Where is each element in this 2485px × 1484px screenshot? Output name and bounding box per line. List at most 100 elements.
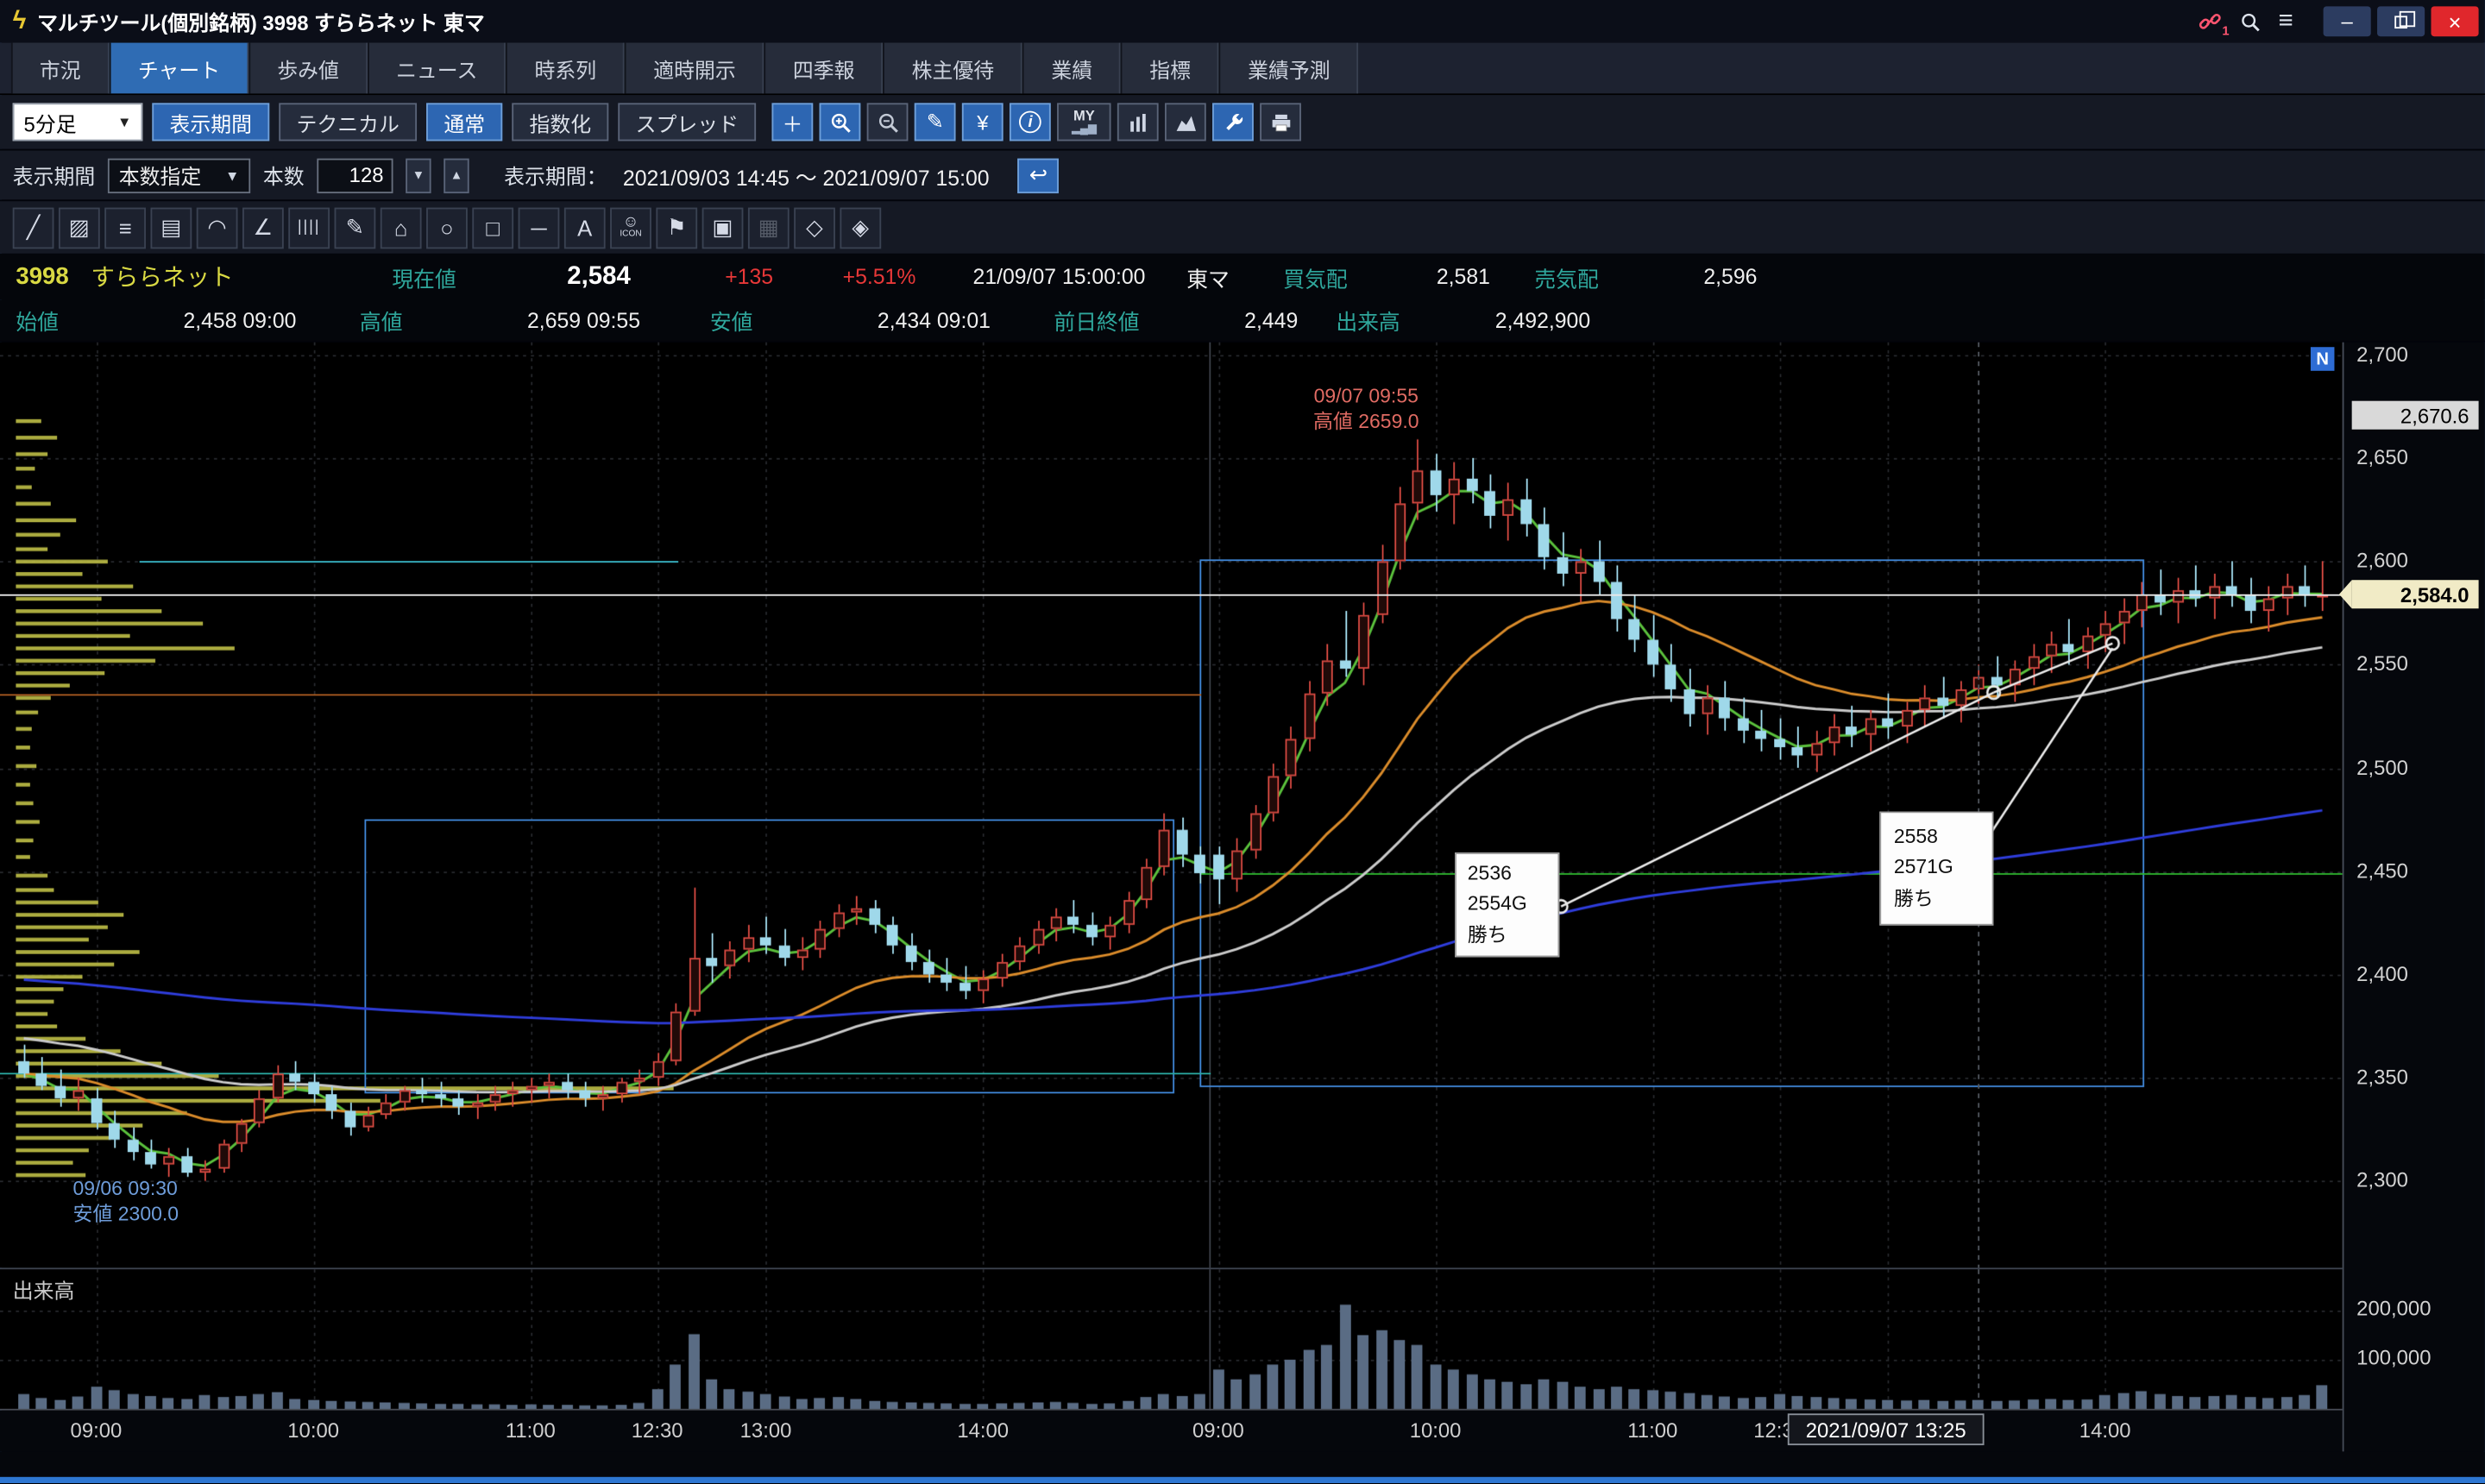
tab-歩み値[interactable]: 歩み値	[248, 42, 368, 94]
bar-chart-icon[interactable]	[1117, 103, 1159, 141]
period-mode-select[interactable]: 本数指定 ▼	[107, 157, 251, 193]
info-icon[interactable]: i	[1010, 103, 1051, 141]
y-axis-label: 2,550	[2356, 651, 2408, 676]
menu-icon[interactable]: ≡	[2278, 7, 2293, 35]
period-label: 表示期間	[12, 165, 96, 189]
news-badge[interactable]: N	[2310, 347, 2335, 371]
draw-pencil-icon[interactable]: ✎	[914, 103, 956, 141]
low-value: 2,434 09:01	[877, 308, 991, 332]
draw-pentagon-icon[interactable]: ⌂	[380, 206, 422, 248]
count-up-button[interactable]: ▲	[444, 157, 469, 193]
zoom-out-icon[interactable]	[866, 103, 909, 141]
draw-trendline-icon[interactable]: ╱	[12, 206, 54, 248]
caret-down-icon: ▼	[117, 114, 132, 130]
add-icon[interactable]: ＋	[771, 103, 814, 141]
stock-code: 3998	[16, 262, 69, 291]
time-label: 14:00	[957, 1418, 1010, 1443]
time-label: 11:00	[1627, 1418, 1678, 1443]
close-button[interactable]: ×	[2431, 6, 2479, 37]
time-label: 12:30	[631, 1418, 683, 1443]
tab-市況[interactable]: 市況	[10, 42, 110, 94]
tab-時系列[interactable]: 時系列	[506, 42, 626, 94]
draw-circle-icon[interactable]: ○	[426, 206, 468, 248]
high-annotation: 09/07 09:55 高値 2659.0	[1312, 385, 1419, 433]
search-icon[interactable]	[2239, 10, 2262, 33]
display-period-button[interactable]: 表示期間	[152, 103, 270, 141]
time-label: 11:00	[505, 1418, 556, 1443]
normal-mode-button[interactable]: 通常	[426, 103, 503, 141]
draw-eraser-icon[interactable]: ◇	[794, 206, 835, 248]
draw-horizontal-segment-icon[interactable]: ─	[518, 206, 560, 248]
bid-label: 買気配	[1283, 267, 1348, 292]
low-label: 安値	[709, 310, 753, 335]
minimize-button[interactable]: –	[2323, 6, 2371, 37]
volume-value: 2,492,900	[1494, 308, 1591, 332]
volume-canvas[interactable]	[0, 1269, 2343, 1412]
price-axis[interactable]: 2,670.6 2,584.0 2,700 2,650 2,600 2,550 2,50…	[2338, 342, 2485, 1452]
settings-wrench-icon[interactable]	[1212, 103, 1254, 141]
indexize-button[interactable]: 指数化	[512, 103, 609, 141]
count-down-button[interactable]: ▼	[406, 157, 431, 193]
ask-label: 売気配	[1534, 267, 1599, 292]
draw-paste-icon: ▦	[747, 206, 790, 248]
tab-適時開示[interactable]: 適時開示	[625, 42, 764, 94]
price-canvas[interactable]	[0, 342, 2343, 1268]
interval-value: 5分足	[23, 111, 77, 136]
y-axis-label: 2,700	[2356, 342, 2408, 366]
trade-annotation-1[interactable]: 2536 2554G 勝ち	[1455, 852, 1560, 958]
tab-チャート[interactable]: チャート	[109, 42, 249, 94]
tab-株主優待[interactable]: 株主優待	[883, 42, 1023, 94]
draw-vertical-lines-icon[interactable]: ||||	[288, 206, 330, 248]
count-label: 本数	[262, 165, 305, 189]
range-label: 表示期間：	[504, 165, 607, 189]
tab-業績予測[interactable]: 業績予測	[1219, 42, 1359, 94]
yen-icon[interactable]: ¥	[962, 103, 1003, 141]
area-chart-icon[interactable]	[1165, 103, 1206, 141]
trade-annotation-2[interactable]: 2558 2571G 勝ち	[1879, 811, 1994, 926]
print-icon[interactable]	[1260, 103, 1302, 141]
tab-業績[interactable]: 業績	[1022, 42, 1122, 94]
current-price-badge: 2,584.0	[2338, 580, 2479, 609]
market-name: 東マ	[1186, 267, 1230, 292]
prev-close-value: 2,449	[1244, 308, 1299, 332]
link-icon[interactable]: 1	[2198, 9, 2230, 38]
maximize-button[interactable]	[2377, 6, 2425, 37]
tab-ニュース[interactable]: ニュース	[367, 42, 506, 94]
draw-angle-lines-icon[interactable]: ∠	[242, 206, 284, 248]
draw-flag-marker-icon[interactable]: ⚑	[656, 206, 698, 248]
technical-button[interactable]: テクニカル	[279, 103, 418, 141]
tab-四季報[interactable]: 四季報	[764, 42, 884, 94]
draw-text-icon[interactable]: A	[563, 206, 606, 248]
zoom-in-icon[interactable]	[819, 103, 861, 141]
spread-button[interactable]: スプレッド	[618, 103, 757, 141]
volume-axis-label: 200,000	[2356, 1296, 2432, 1320]
draw-copy-icon[interactable]: ▣	[701, 206, 744, 248]
range-value: 2021/09/03 14:45 ～ 2021/09/07 15:00	[622, 165, 990, 190]
reset-range-button[interactable]: ↩	[1017, 157, 1060, 193]
y-axis-label: 2,600	[2356, 548, 2408, 573]
high-value: 2,659 09:55	[527, 308, 641, 332]
y-axis-label: 2,350	[2356, 1065, 2408, 1089]
count-input[interactable]: 128	[317, 157, 393, 193]
window-bottom-border	[0, 1476, 2485, 1484]
time-label: 09:00	[70, 1418, 123, 1443]
interval-select[interactable]: 5分足 ▼	[12, 103, 143, 141]
draw-toolbar: ╱ ▨ ≡ ▤ ◠ ∠ |||| ✎ ⌂ ○ □ ─ A ☺ ICON ⚑ ▣ ▦ ◇ ◈	[0, 199, 2485, 254]
tab-指標[interactable]: 指標	[1121, 42, 1220, 94]
draw-eraser-all-icon[interactable]: ◈	[840, 206, 882, 248]
volume-pane[interactable]: 出来高	[0, 1267, 2343, 1412]
draw-hatched-channel-icon[interactable]: ▨	[58, 206, 100, 248]
change-value: +135	[725, 264, 774, 289]
draw-rectangle-icon[interactable]: □	[472, 206, 514, 248]
draw-horizontal-lines-icon[interactable]: ≡	[104, 206, 146, 248]
time-label: 10:00	[1409, 1418, 1462, 1443]
period-mode-value: 本数指定	[118, 165, 202, 189]
draw-dense-lines-icon[interactable]: ▤	[150, 206, 192, 248]
price-chart-pane[interactable]: N 09/07 09:55 高値 2659.0 09/06 09:30 安値 2…	[0, 342, 2343, 1268]
draw-pencil-line-icon[interactable]: ✎	[334, 206, 376, 248]
title-bar: ϟ マルチツール(個別銘柄) 3998 すららネット 東マ 1 ≡ – ×	[0, 0, 2485, 43]
draw-icon-stamp-icon[interactable]: ☺ ICON	[610, 206, 651, 248]
draw-arc-icon[interactable]: ◠	[196, 206, 238, 248]
my-chart-icon[interactable]: MY ▂▄▆	[1057, 103, 1111, 141]
